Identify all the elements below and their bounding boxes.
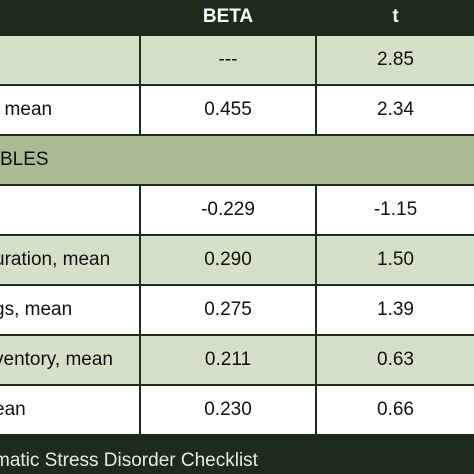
header-t: t bbox=[317, 0, 474, 34]
row-beta: 0.230 bbox=[141, 386, 317, 434]
row-t: 1.39 bbox=[317, 286, 474, 334]
row-t: 2.85 bbox=[317, 36, 474, 84]
table-row: gs, mean 0.275 1.39 bbox=[0, 286, 474, 334]
row-label: ventory, mean bbox=[0, 336, 141, 384]
section-row: BLES bbox=[0, 136, 474, 184]
row-beta: 0.290 bbox=[141, 236, 317, 284]
section-label: BLES bbox=[0, 149, 49, 170]
header-beta: BETA bbox=[141, 0, 317, 34]
row-t: -1.15 bbox=[317, 186, 474, 234]
row-label bbox=[0, 186, 141, 234]
table-footnote: matic Stress Disorder Checklist bbox=[0, 449, 258, 471]
table-header: BETA t bbox=[0, 0, 474, 34]
row-beta: 0.455 bbox=[141, 86, 317, 134]
row-t: 0.66 bbox=[317, 386, 474, 434]
row-beta: -0.229 bbox=[141, 186, 317, 234]
header-col1 bbox=[0, 0, 141, 34]
table-row: uration, mean 0.290 1.50 bbox=[0, 236, 474, 284]
row-label: , mean bbox=[0, 86, 141, 134]
row-beta: --- bbox=[141, 36, 317, 84]
row-label: gs, mean bbox=[0, 286, 141, 334]
table-row: --- 2.85 bbox=[0, 36, 474, 84]
row-t: 0.63 bbox=[317, 336, 474, 384]
row-label: ean bbox=[0, 386, 141, 434]
row-beta: 0.211 bbox=[141, 336, 317, 384]
table-row: ean 0.230 0.66 bbox=[0, 386, 474, 434]
table-row: , mean 0.455 2.34 bbox=[0, 86, 474, 134]
row-label bbox=[0, 36, 141, 84]
table-row: -0.229 -1.15 bbox=[0, 186, 474, 234]
row-t: 1.50 bbox=[317, 236, 474, 284]
row-beta: 0.275 bbox=[141, 286, 317, 334]
table-row: ventory, mean 0.211 0.63 bbox=[0, 336, 474, 384]
row-label: uration, mean bbox=[0, 236, 141, 284]
row-t: 2.34 bbox=[317, 86, 474, 134]
